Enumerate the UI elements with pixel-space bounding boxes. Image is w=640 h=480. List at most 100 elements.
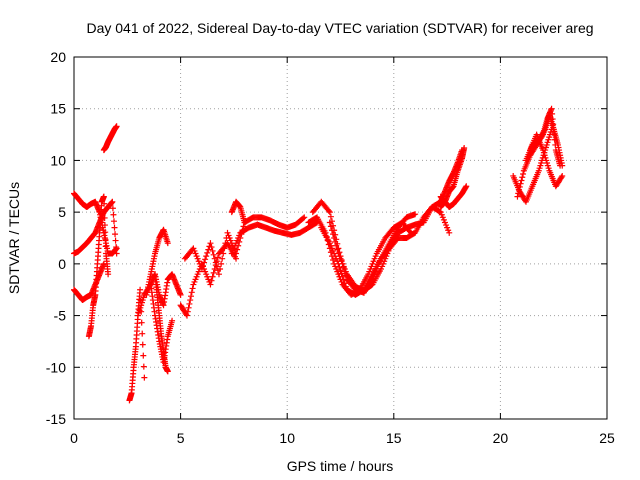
data-point (518, 177, 525, 184)
data-point (209, 247, 216, 254)
y-tick-label: -10 (46, 359, 66, 375)
data-point (234, 246, 241, 253)
data-point (339, 273, 346, 280)
data-point (336, 264, 343, 271)
data-point (210, 251, 217, 258)
data-point (137, 286, 144, 293)
data-point (207, 240, 214, 247)
data-point (548, 105, 555, 112)
series-arc-t (437, 145, 468, 210)
y-tick-label: 5 (58, 204, 66, 220)
x-tick-label: 20 (493, 430, 509, 446)
data-point (185, 304, 192, 311)
data-point (177, 291, 184, 298)
data-point (102, 229, 109, 236)
y-axis-title: SDTVAR / TECUs (6, 182, 22, 294)
series-arc-l (181, 219, 248, 278)
data-point (102, 243, 109, 250)
data-point (189, 285, 196, 292)
data-point (220, 250, 227, 257)
series-arc-c (71, 260, 107, 304)
data-point (209, 273, 216, 280)
series-arc-j (152, 271, 171, 375)
data-point (112, 231, 119, 238)
data-point (184, 308, 191, 315)
data-point (340, 277, 347, 284)
data-point (559, 162, 566, 169)
data-point (233, 255, 240, 262)
series-arc-d (85, 193, 112, 340)
data-point (198, 266, 205, 273)
data-point (101, 214, 108, 221)
data-point (188, 289, 195, 296)
data-point (215, 271, 222, 278)
data-point (516, 183, 523, 190)
ticks: 0 5 10 15 20 25 -15 -10 -5 0 5 10 15 20 (46, 49, 615, 446)
data-point (164, 240, 171, 247)
x-tick-label: 0 (70, 430, 78, 446)
data-point (109, 198, 116, 205)
data-point (140, 352, 147, 359)
series-arc-f (126, 286, 148, 404)
data-point (102, 236, 109, 243)
data-point (337, 267, 344, 274)
data-point (222, 240, 229, 247)
data-point (516, 187, 523, 194)
x-tick-label: 25 (599, 430, 615, 446)
series-arc-r (326, 198, 444, 294)
y-tick-label: 20 (50, 49, 66, 65)
data-point (219, 255, 226, 262)
series-arc-u (437, 183, 470, 210)
y-tick-label: -15 (46, 411, 66, 427)
data-point (514, 193, 521, 200)
data-point (331, 235, 338, 241)
data-point (559, 172, 566, 179)
data-point (208, 244, 215, 251)
x-tick-label: 5 (177, 430, 185, 446)
data-point (204, 249, 211, 256)
x-tick-label: 10 (279, 430, 295, 446)
y-tick-label: 0 (58, 256, 66, 272)
data-point (210, 269, 217, 276)
data-point (113, 244, 120, 251)
x-axis-title: GPS time / hours (287, 458, 394, 474)
data-point (112, 237, 119, 244)
data-point (558, 174, 565, 181)
data-point (205, 246, 212, 253)
data-point (101, 222, 108, 229)
data-point (461, 145, 468, 152)
data-point (111, 224, 118, 231)
data-point (213, 263, 220, 270)
y-tick-label: 15 (50, 101, 66, 117)
data-point (301, 214, 308, 221)
data-point (203, 253, 210, 260)
gridlines (74, 57, 607, 419)
chart-title: Day 041 of 2022, Sidereal Day-to-day VTE… (86, 20, 593, 36)
data-point (187, 297, 194, 304)
data-point (140, 363, 147, 370)
data-point (202, 256, 209, 263)
data-point (221, 245, 228, 252)
data-point (519, 174, 526, 181)
data-point (338, 270, 345, 277)
data-point (330, 231, 337, 238)
data-points (71, 105, 566, 404)
data-point (101, 207, 108, 214)
data-point (446, 229, 453, 236)
data-point (218, 260, 225, 267)
data-point (517, 180, 524, 187)
data-point (212, 259, 219, 266)
data-point (199, 262, 206, 269)
data-point (334, 246, 341, 253)
data-point (141, 374, 148, 381)
data-point (214, 254, 221, 261)
data-point (139, 330, 146, 337)
data-point (326, 209, 333, 216)
data-point (412, 211, 419, 218)
series-arc-b (71, 198, 120, 257)
data-point (341, 280, 348, 287)
data-point (332, 238, 339, 245)
series-arc-n (228, 219, 321, 257)
data-point (183, 312, 190, 319)
